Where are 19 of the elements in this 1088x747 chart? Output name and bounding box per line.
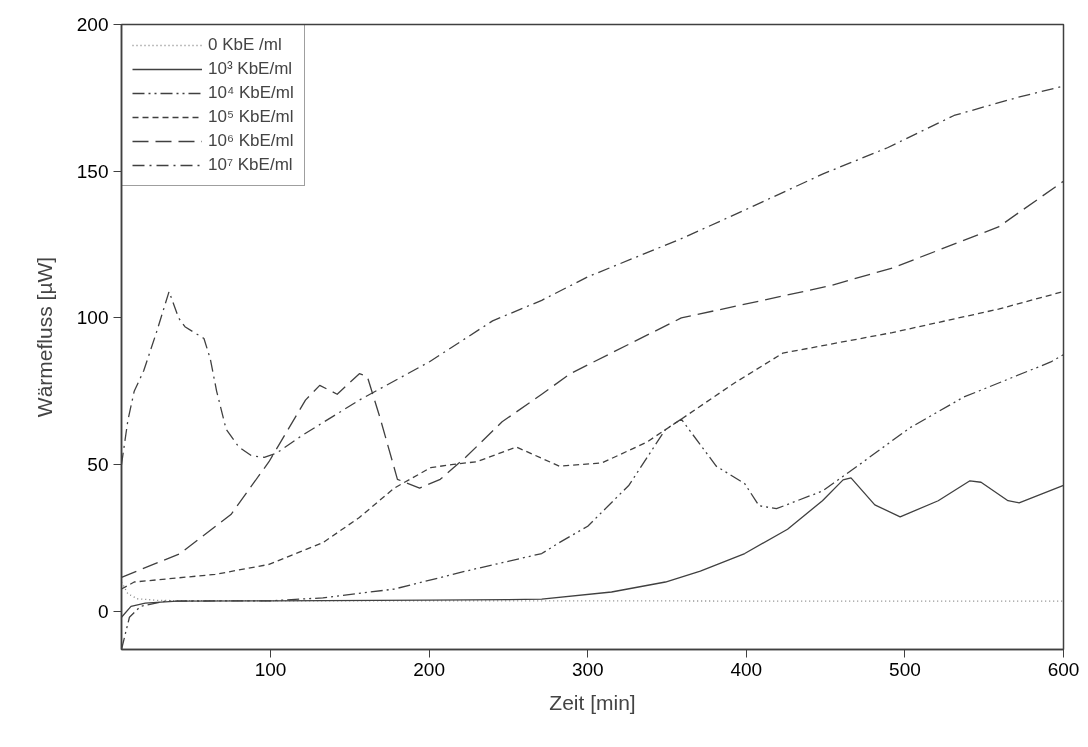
y-tick-label: 0 (97, 600, 109, 622)
x-tick-label: 400 (730, 658, 763, 680)
legend-label: 10⁶ KbE/ml (208, 131, 294, 151)
x-tick-label: 500 (889, 658, 921, 680)
y-tick-label: 50 (87, 454, 109, 476)
y-tick-label: 150 (76, 160, 109, 182)
legend-label: 10⁴ KbE/ml (208, 83, 294, 103)
y-axis-title: Wärmefluss [µW] (32, 256, 56, 418)
legend-label: 10⁵ KbE/ml (208, 107, 294, 127)
x-tick-label: 200 (413, 658, 446, 680)
x-axis-title: Zeit [min] (549, 690, 636, 714)
y-tick-label: 100 (76, 307, 109, 329)
y-tick-label: 200 (76, 14, 109, 35)
legend-label: 10⁷ KbE/ml (208, 155, 293, 175)
legend-label: 0 KbE /ml (208, 35, 282, 55)
x-tick-label: 600 (1047, 658, 1080, 680)
legend-label: 10³ KbE/ml (208, 59, 293, 79)
x-tick-label: 100 (254, 658, 287, 680)
x-tick-label: 300 (571, 658, 604, 680)
